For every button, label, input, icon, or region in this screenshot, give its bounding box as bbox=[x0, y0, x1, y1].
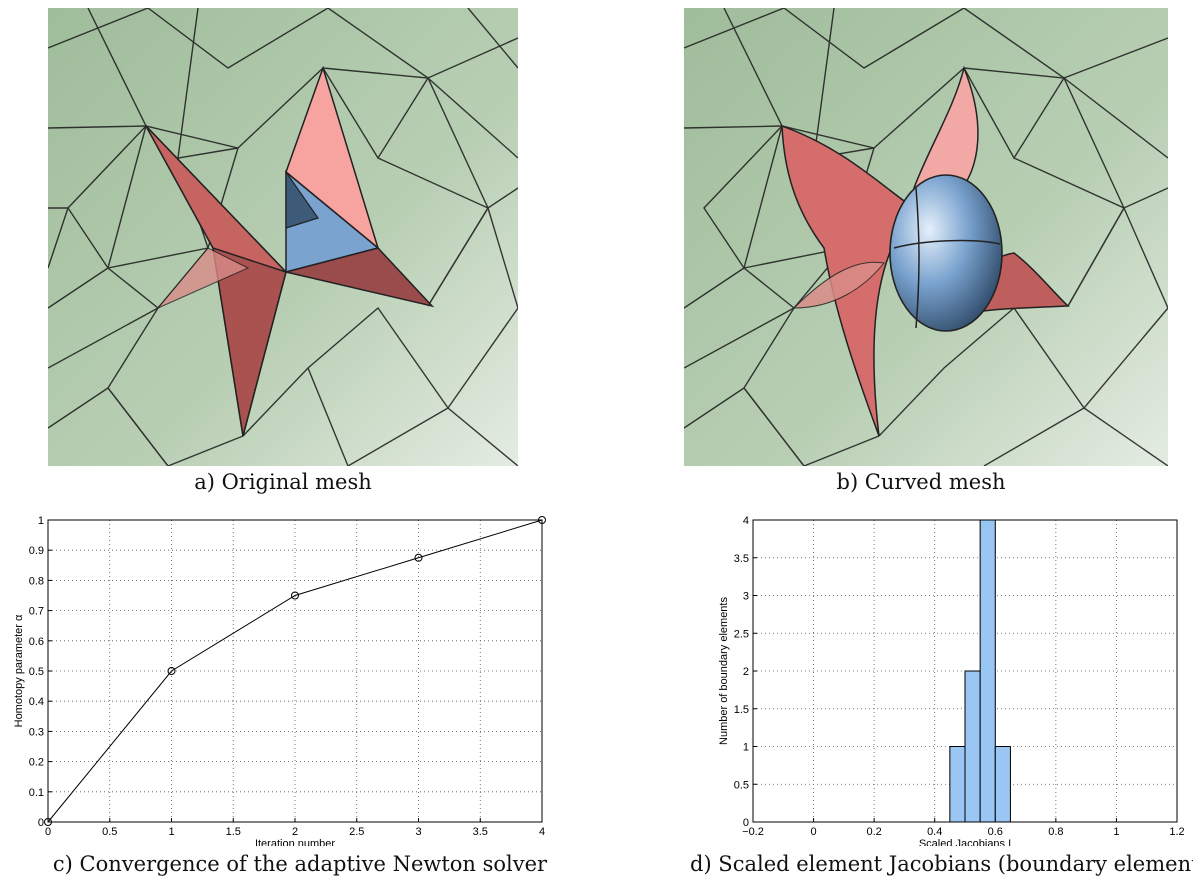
conv-x-axis-label: Iteration number bbox=[255, 838, 335, 846]
conv-tick-label-y: 0.5 bbox=[29, 666, 44, 678]
conv-tick-label-y: 0 bbox=[38, 817, 44, 829]
conv-tick-label-x: 2.5 bbox=[349, 826, 364, 838]
hist-tick-label-y: 1.5 bbox=[734, 704, 749, 716]
caption-b: b) Curved mesh bbox=[836, 470, 1006, 494]
hist-tick-label-x: 0.2 bbox=[866, 826, 881, 838]
conv-tick-label-y: 0.3 bbox=[29, 726, 44, 738]
conv-tick-label-x: 3.5 bbox=[473, 826, 488, 838]
conv-tick-label-y: 0.7 bbox=[29, 606, 44, 618]
convergence-point bbox=[414, 553, 423, 562]
original-mesh-render bbox=[48, 8, 518, 466]
conv-tick-label-x: 1 bbox=[168, 826, 174, 838]
hist-tick-label-y: 3 bbox=[743, 591, 749, 603]
hist-tick-label-y: 1 bbox=[743, 742, 749, 754]
hist-tick-label-y: 0.5 bbox=[734, 779, 749, 791]
conv-tick-label-y: 0.9 bbox=[29, 545, 44, 557]
convergence-point bbox=[44, 818, 52, 826]
conv-tick-label-x: 0.5 bbox=[102, 826, 117, 838]
hist-tick-label-x: 0.8 bbox=[1048, 826, 1063, 838]
histogram-bar bbox=[994, 746, 1011, 823]
hist-tick-label-y: 2 bbox=[743, 666, 749, 678]
hist-tick-label-x: 0.4 bbox=[927, 826, 942, 838]
convergence-line bbox=[47, 519, 543, 823]
caption-d: d) Scaled element Jacobians (boundary el… bbox=[690, 852, 1193, 876]
convergence-chart-panel: 0 0.5 1 1.5 2 2.5 3 3.5 4 0 0.1 0.2 0.3 0.4 0.5 0.6 0.7 0… bbox=[0, 506, 560, 850]
hist-tick-label-x: 1 bbox=[1113, 826, 1119, 838]
hist-y-axis-label: Number of boundary elements bbox=[718, 597, 730, 745]
histogram-bar bbox=[964, 670, 981, 823]
hist-tick-label-y: 3.5 bbox=[734, 553, 749, 565]
convergence-point bbox=[538, 516, 546, 524]
conv-tick-label-y: 1 bbox=[38, 515, 44, 527]
conv-tick-label-x: 2 bbox=[292, 826, 298, 838]
hist-tick-label-y: 2.5 bbox=[734, 628, 749, 640]
conv-tick-label-y: 0.1 bbox=[29, 787, 44, 799]
conv-tick-label-y: 0.4 bbox=[29, 696, 44, 708]
caption-a: a) Original mesh bbox=[194, 470, 372, 494]
curved-mesh-image bbox=[684, 8, 1168, 466]
conv-tick-label-y: 0.8 bbox=[29, 575, 44, 587]
conv-tick-label-y: 0.6 bbox=[29, 636, 44, 648]
histogram-bar bbox=[949, 746, 966, 823]
caption-c: c) Convergence of the adaptive Newton so… bbox=[52, 852, 548, 876]
conv-tick-label-x: 4 bbox=[539, 826, 545, 838]
conv-tick-label-x: 0 bbox=[45, 826, 51, 838]
conv-plot-frame bbox=[47, 519, 543, 823]
conv-tick-label-x: 1.5 bbox=[226, 826, 241, 838]
original-mesh-image bbox=[48, 8, 518, 466]
conv-tick-label-x: 3 bbox=[415, 826, 421, 838]
hist-tick-label-x: 0.6 bbox=[988, 826, 1003, 838]
hist-tick-label-x: 0 bbox=[811, 826, 817, 838]
hist-tick-label-x: −0.2 bbox=[742, 826, 764, 838]
convergence-point bbox=[291, 591, 299, 600]
hist-tick-label-x: 1.2 bbox=[1169, 826, 1184, 838]
jacobian-histogram: −0.2 0 0.2 0.4 0.6 0.8 1 1.200.511.522.533.54Sc… bbox=[718, 515, 1185, 850]
curved-mesh-render bbox=[684, 8, 1168, 466]
jacobian-histogram-panel: −0.2 0 0.2 0.4 0.6 0.8 1 1.2 0 0.5 1 1.5 2 2.5 3 3.5 4 Sc… bbox=[630, 506, 1193, 850]
convergence-point bbox=[167, 667, 176, 675]
histogram-bar bbox=[979, 519, 996, 823]
hist-tick-label-y: 0 bbox=[743, 817, 749, 829]
conv-y-axis-label: Homotopy parameter α bbox=[13, 614, 25, 727]
hist-x-axis-label: Scaled Jacobians I bbox=[919, 838, 1011, 846]
conv-tick-label-y: 0.2 bbox=[29, 757, 44, 769]
hist-tick-label-y: 4 bbox=[743, 515, 749, 527]
convergence-chart: 0 0.5 1 1.5 2 2.5 3 3.5 4 0 0.1 0.2 0.3 0.4 0.5 0.6 0.7 0… bbox=[13, 515, 546, 850]
